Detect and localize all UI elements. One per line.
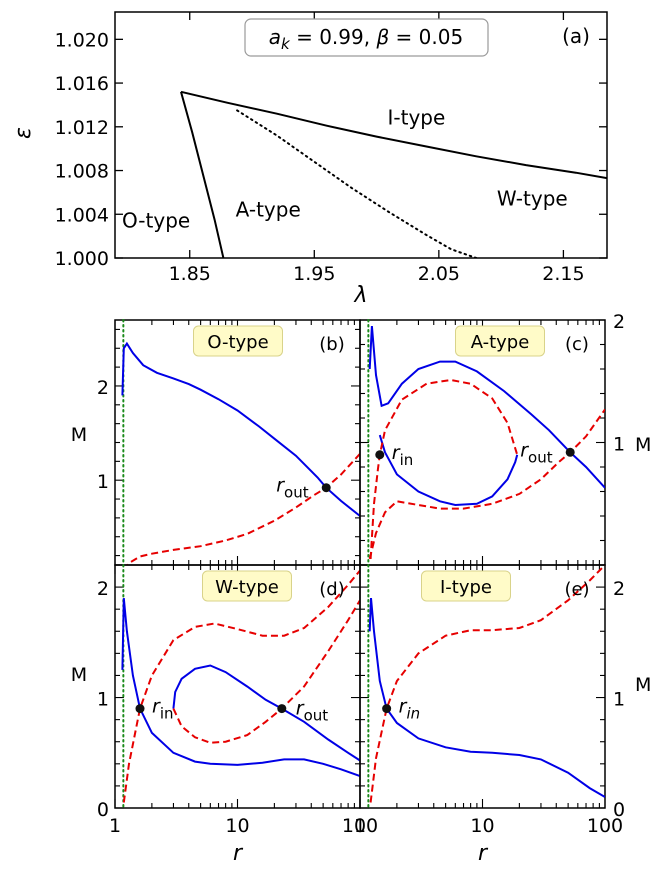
- y-tick-label-b-1: 2: [97, 377, 109, 399]
- panel-b-frame: [114, 319, 361, 566]
- marker-e-0: [382, 704, 392, 714]
- y-tick-label-a-2: 1.008: [55, 161, 109, 183]
- panel-a: 1.85 1.95 2.05 2.15 1.000 1.004 1.008 1.012 1.01…: [11, 11, 608, 308]
- series-line-a-1: [180, 90, 607, 180]
- y-tick-label-a-5: 1.020: [55, 29, 109, 51]
- y-tick-label-d-2: 2: [97, 578, 109, 600]
- series-line-d-2: [122, 569, 360, 803]
- marker-c-1: [565, 447, 575, 457]
- y-tick-label-c-0: 1: [613, 434, 625, 456]
- series-line-c-3: [368, 408, 605, 560]
- panel-title-c: A-type: [471, 332, 530, 353]
- y-axis-label-b: M: [71, 424, 87, 446]
- panel-b: 1 2 M O-type (b) rout: [71, 319, 361, 566]
- panel-label-a: (a): [562, 24, 590, 48]
- panel-label-d: (d): [319, 579, 344, 600]
- marker-b-0: [321, 483, 331, 493]
- marker-d-1: [277, 704, 287, 714]
- marker-label-e-0: rin: [399, 696, 421, 723]
- title-box-e: [421, 570, 511, 602]
- title-box-b: [193, 325, 283, 357]
- x-tick-label-e-0: 1: [354, 815, 366, 837]
- marker-label-c-1: rout: [520, 439, 552, 466]
- panel-a-frame: [114, 11, 608, 259]
- x-tick-label-a-2: 2.05: [418, 263, 460, 285]
- panel-label-b: (b): [319, 334, 344, 355]
- series-line-c-0: [368, 326, 605, 489]
- y-tick-label-e-1: 1: [613, 689, 625, 711]
- region-label-2: I-type: [388, 106, 446, 130]
- region-label-3: W-type: [497, 187, 568, 211]
- panel-label-e: (e): [564, 579, 589, 600]
- title-box-c: [455, 325, 545, 357]
- panel-title-e: I-type: [440, 577, 492, 598]
- x-axis-label-e: r: [478, 841, 489, 866]
- y-axis-label-d: M: [71, 664, 87, 686]
- x-axis-label-a: λ: [353, 283, 367, 308]
- x-tick-label-e-2: 100: [587, 815, 623, 837]
- x-tick-label-a-1: 1.95: [293, 263, 335, 285]
- x-tick-label-d-1: 10: [225, 815, 249, 837]
- series-line-e-0: [368, 598, 605, 798]
- y-tick-label-a-1: 1.004: [55, 204, 109, 226]
- series-line-b-0: [121, 341, 360, 517]
- y-tick-label-e-2: 2: [613, 578, 625, 600]
- x-tick-label-e-1: 10: [470, 815, 494, 837]
- series-line-a-2: [236, 109, 478, 258]
- x-tick-label-d-2: 100: [342, 815, 378, 837]
- y-tick-label-c-1: 2: [613, 311, 625, 333]
- x-tick-label-a-3: 2.15: [542, 263, 584, 285]
- y-tick-label-a-4: 1.016: [55, 73, 109, 95]
- series-line-a-0: [180, 91, 225, 258]
- region-label-1: A-type: [236, 197, 301, 221]
- y-tick-label-d-0: 0: [97, 799, 109, 821]
- series-line-e-1: [369, 565, 605, 803]
- y-tick-label-a-3: 1.012: [55, 117, 109, 139]
- panel-label-c: (c): [565, 334, 589, 355]
- series-line-d-0: [121, 598, 360, 777]
- series-line-d-3: [172, 599, 360, 744]
- series-line-d-1: [172, 664, 360, 762]
- x-tick-label-a-0: 1.85: [169, 263, 211, 285]
- marker-d-0: [135, 704, 145, 714]
- param-box-text: ak = 0.99, β = 0.05: [269, 25, 463, 53]
- param-box: [244, 18, 489, 57]
- series-line-b-1: [126, 453, 360, 565]
- marker-label-d-0: rin: [152, 696, 174, 723]
- y-tick-label-d-1: 1: [97, 689, 109, 711]
- series-line-c-2: [369, 378, 519, 559]
- region-label-0: O-type: [122, 208, 190, 232]
- marker-label-d-1: rout: [296, 698, 328, 725]
- marker-label-c-0: rin: [392, 442, 414, 469]
- y-axis-label-a: ε: [11, 127, 36, 139]
- x-axis-label-d: r: [233, 841, 244, 866]
- y-axis-label-c: M: [635, 434, 651, 456]
- panel-c: 1 2 M A-type (c) rin rout: [359, 311, 651, 566]
- y-tick-label-e-0: 0: [613, 799, 625, 821]
- series-line-c-1: [378, 434, 519, 507]
- y-axis-label-e: M: [635, 674, 651, 696]
- marker-label-b-0: rout: [276, 475, 308, 502]
- panel-e: 0 1 2 1 10 100 r M I-type (e) rin: [354, 564, 651, 866]
- y-tick-label-a-0: 1.000: [55, 248, 109, 270]
- panel-title-d: W-type: [215, 577, 279, 598]
- marker-c-0: [375, 450, 385, 460]
- panel-title-b: O-type: [207, 332, 268, 353]
- title-box-d: [202, 570, 292, 602]
- x-tick-label-d-0: 1: [109, 815, 121, 837]
- y-tick-label-b-0: 1: [97, 471, 109, 493]
